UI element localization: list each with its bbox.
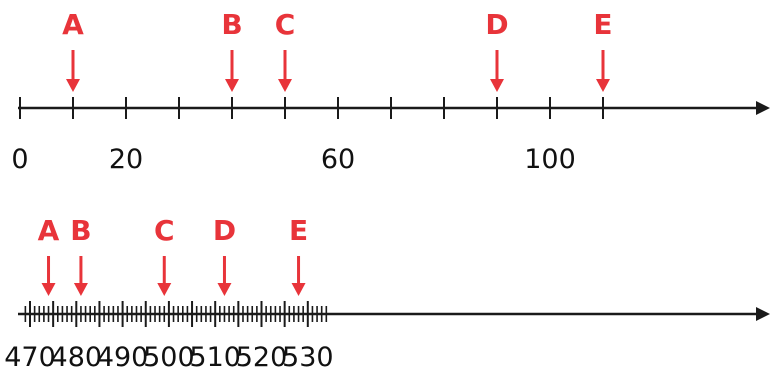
- point-marker-a: A: [38, 214, 60, 296]
- point-letter: C: [154, 214, 175, 247]
- arrow-head: [291, 283, 306, 296]
- point-letter: A: [38, 214, 60, 247]
- tick-label: 490: [97, 342, 149, 372]
- tick-label: 480: [51, 342, 103, 372]
- point-marker-d: D: [485, 8, 509, 92]
- arrow-head: [157, 283, 172, 296]
- tick-label: 100: [524, 144, 576, 175]
- point-marker-e: E: [593, 8, 613, 92]
- tick-label: 500: [143, 342, 195, 372]
- tick-label: 520: [236, 342, 288, 372]
- tick-label: 510: [189, 342, 241, 372]
- point-marker-e: E: [289, 214, 308, 296]
- point-letter: A: [62, 8, 84, 41]
- tick-label: 470: [4, 342, 56, 372]
- arrow-head: [490, 79, 504, 92]
- point-marker-b: B: [221, 8, 243, 92]
- arrow-head: [225, 79, 239, 92]
- point-marker-c: C: [275, 8, 296, 92]
- point-letter: B: [70, 214, 91, 247]
- arrow-head: [66, 79, 80, 92]
- point-letter: E: [289, 214, 308, 247]
- point-letter: E: [593, 8, 612, 41]
- arrow-head: [41, 283, 56, 296]
- point-marker-b: B: [70, 214, 92, 296]
- arrow-head: [73, 283, 88, 296]
- tick-label: 0: [11, 144, 28, 175]
- point-letter: B: [221, 8, 242, 41]
- number-line-1: 0 20 60 100 A B C D E: [11, 8, 770, 175]
- point-marker-c: C: [154, 214, 175, 296]
- point-marker-a: A: [62, 8, 84, 92]
- point-marker-d: D: [213, 214, 236, 296]
- point-letter: D: [213, 214, 236, 247]
- tick-label: 20: [109, 144, 143, 175]
- point-letter: D: [485, 8, 508, 41]
- arrow-head: [278, 79, 292, 92]
- axis-arrowhead: [756, 307, 770, 321]
- tick-label: 60: [321, 144, 355, 175]
- point-letter: C: [275, 8, 296, 41]
- arrow-head: [217, 283, 232, 296]
- tick-label: 530: [282, 342, 334, 372]
- arrow-head: [596, 79, 610, 92]
- axis-arrowhead: [756, 101, 770, 115]
